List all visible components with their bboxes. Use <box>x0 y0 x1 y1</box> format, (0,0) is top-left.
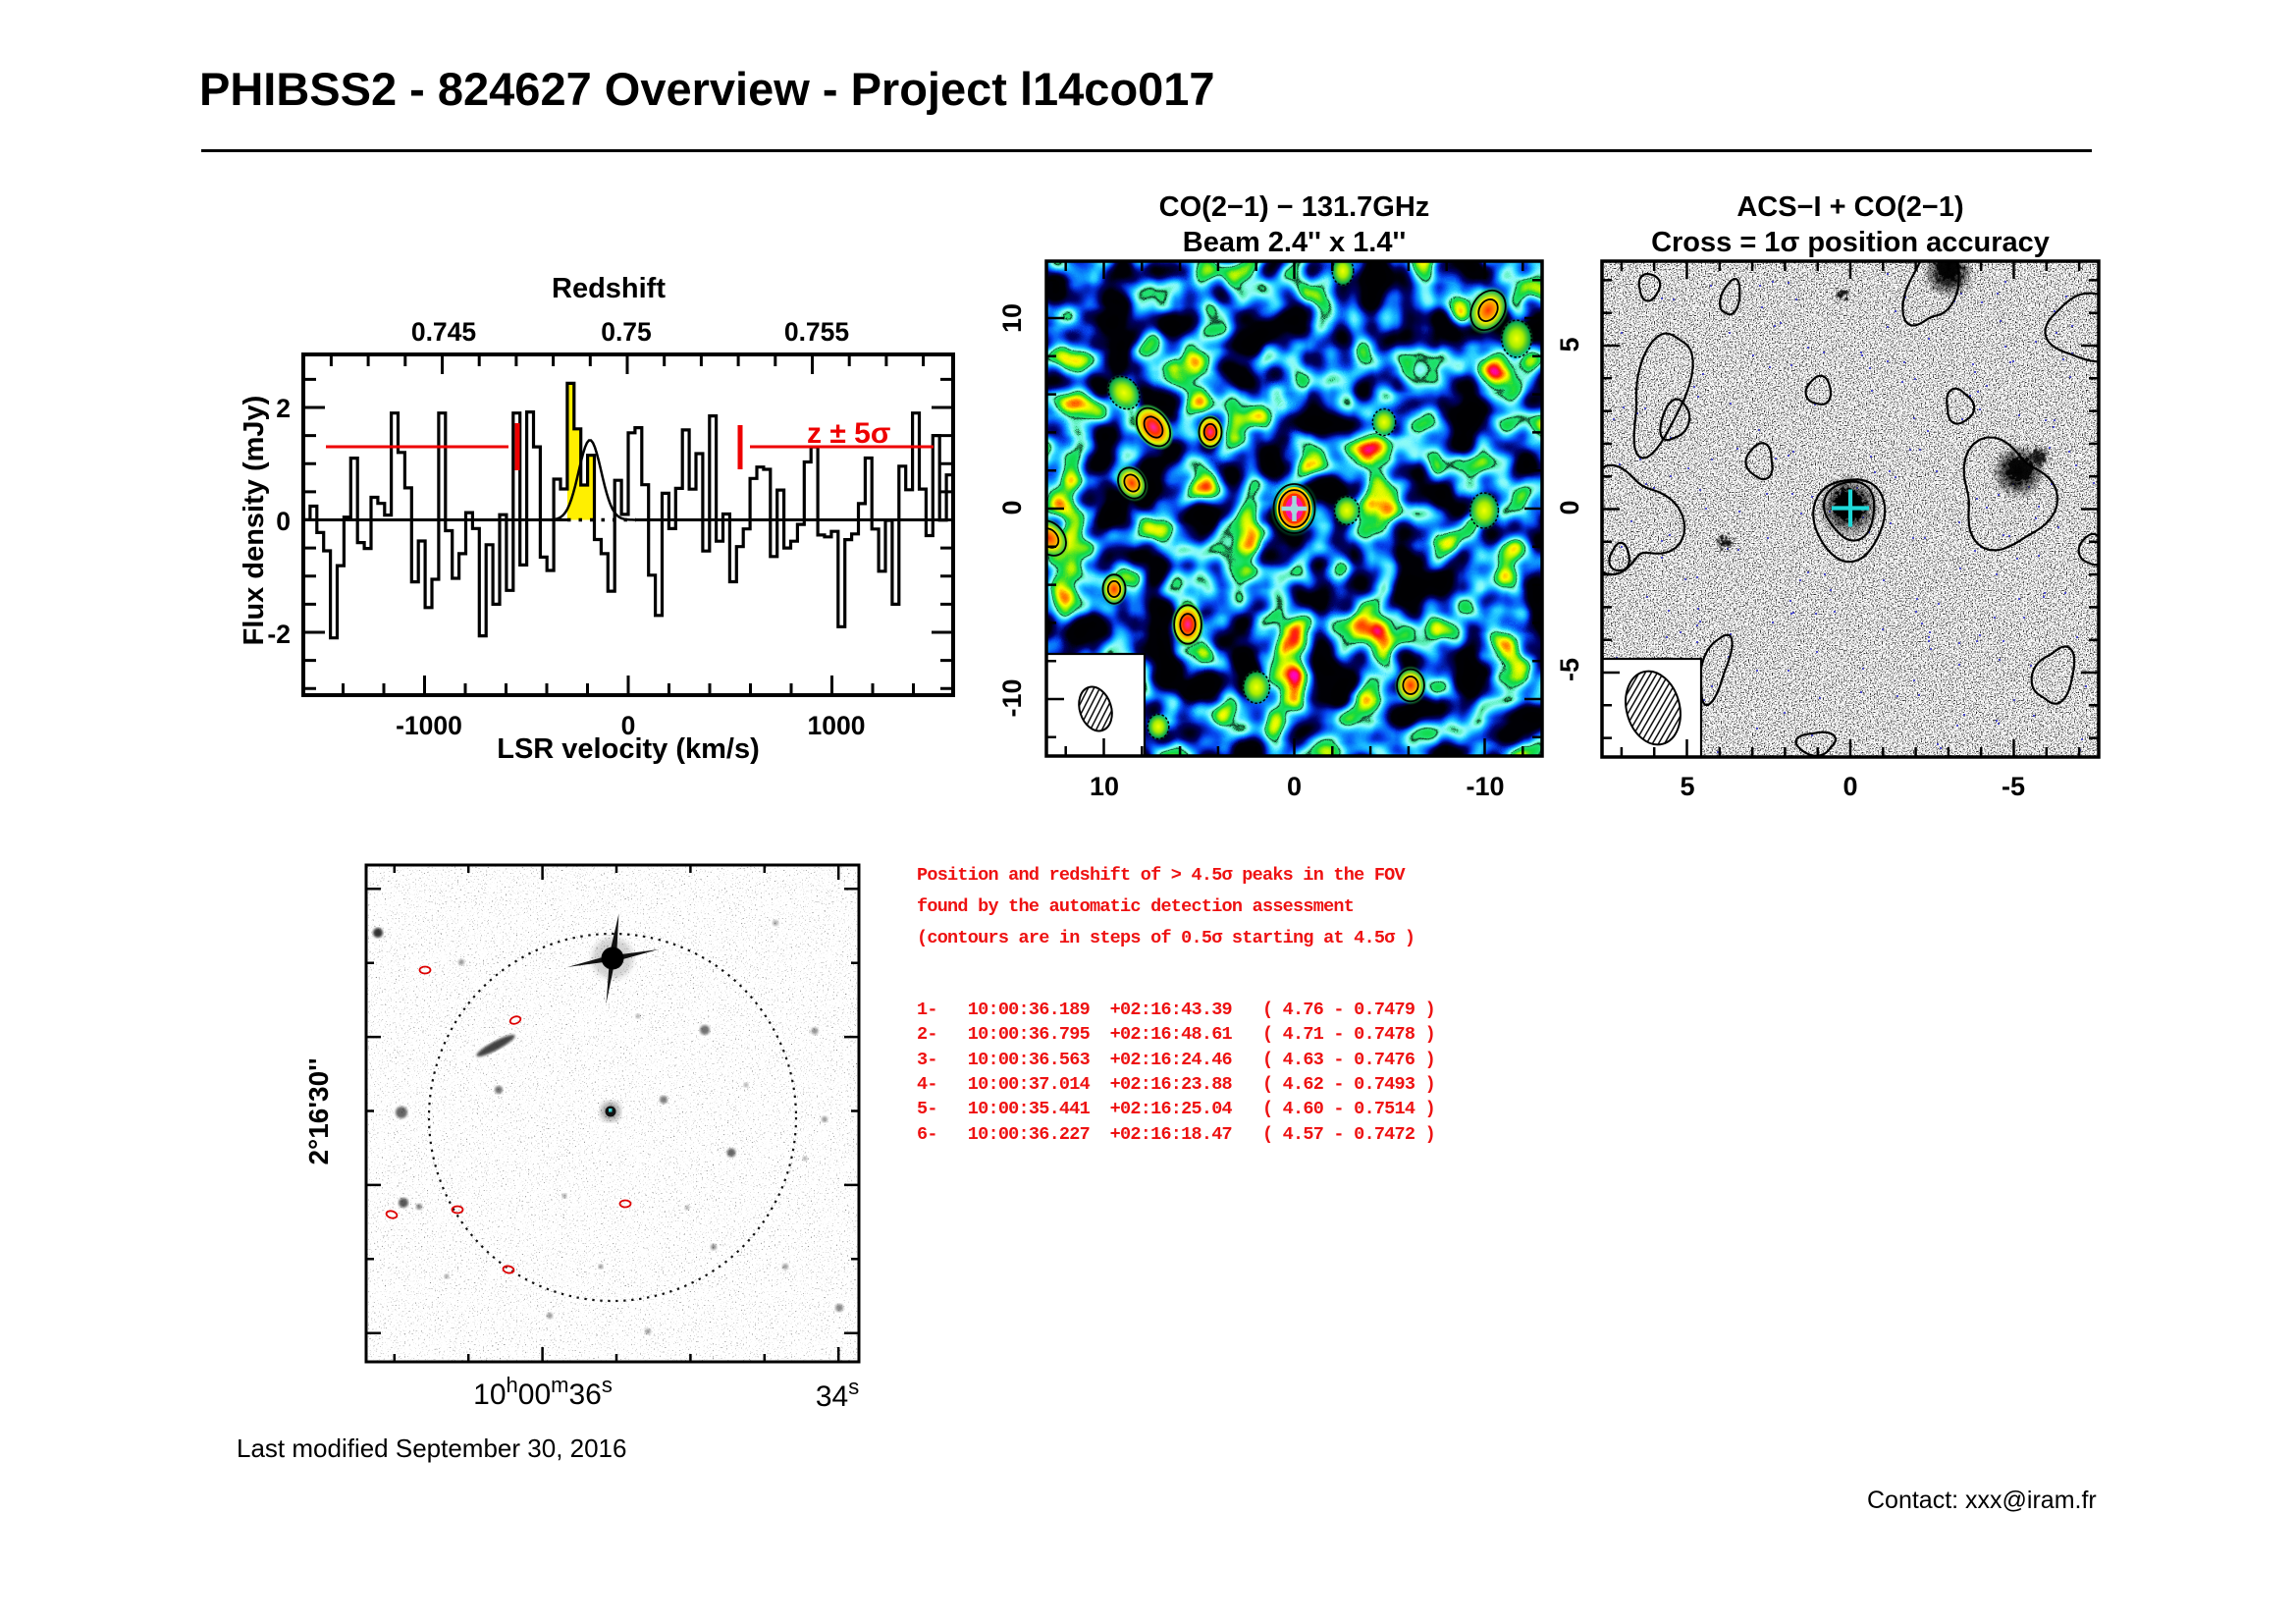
svg-text:3- 10:00:36.563 +02:16:24.4: 3- 10:00:36.563 +02:16:24.46 ( 4.63 - 0.… <box>917 1050 1435 1070</box>
svg-text:Redshift: Redshift <box>552 273 666 304</box>
svg-text:1- 10:00:36.189 +02:16:43.3: 1- 10:00:36.189 +02:16:43.39 ( 4.76 - 0.… <box>917 1000 1435 1020</box>
svg-text:2°16'30'': 2°16'30'' <box>303 1057 334 1164</box>
svg-text:Cross = 1σ position accuracy: Cross = 1σ position accuracy <box>1651 227 2050 258</box>
svg-text:LSR velocity (km/s): LSR velocity (km/s) <box>497 733 760 765</box>
svg-text:Contact: xxx@iram.fr: Contact: xxx@iram.fr <box>1867 1487 2097 1514</box>
svg-text:0.745: 0.745 <box>411 317 476 347</box>
svg-text:0.755: 0.755 <box>784 317 849 347</box>
svg-text:ACS−I + CO(2−1): ACS−I + CO(2−1) <box>1736 191 1963 223</box>
svg-text:-1000: -1000 <box>396 711 462 740</box>
svg-text:0: 0 <box>1842 772 1857 801</box>
svg-text:-5: -5 <box>2002 772 2025 801</box>
svg-text:z ± 5σ: z ± 5σ <box>807 417 890 450</box>
svg-text:5: 5 <box>1555 337 1584 352</box>
svg-text:6- 10:00:36.227 +02:16:18.4: 6- 10:00:36.227 +02:16:18.47 ( 4.57 - 0.… <box>917 1124 1435 1145</box>
svg-text:-10: -10 <box>1466 772 1504 801</box>
svg-text:10h00m36s: 10h00m36s <box>473 1373 613 1411</box>
svg-text:0: 0 <box>621 711 636 740</box>
svg-text:2- 10:00:36.795 +02:16:48.6: 2- 10:00:36.795 +02:16:48.61 ( 4.71 - 0.… <box>917 1024 1435 1045</box>
svg-text:0: 0 <box>997 500 1027 514</box>
svg-text:4- 10:00:37.014 +02:16:23.8: 4- 10:00:37.014 +02:16:23.88 ( 4.62 - 0.… <box>917 1074 1435 1095</box>
svg-text:Last modified September 30, 20: Last modified September 30, 2016 <box>237 1434 626 1463</box>
svg-text:CO(2−1) − 131.7GHz: CO(2−1) − 131.7GHz <box>1159 191 1430 223</box>
svg-text:5: 5 <box>1680 772 1694 801</box>
svg-text:10: 10 <box>997 303 1027 333</box>
svg-text:2: 2 <box>276 394 291 423</box>
svg-text:Beam 2.4'' x 1.4'': Beam 2.4'' x 1.4'' <box>1183 227 1407 258</box>
svg-text:1000: 1000 <box>808 711 866 740</box>
svg-text:0: 0 <box>276 507 291 536</box>
svg-text:34s: 34s <box>816 1375 859 1413</box>
svg-text:(contours are in steps of 0.5σ: (contours are in steps of 0.5σ starting … <box>917 928 1415 948</box>
svg-text:5- 10:00:35.441 +02:16:25.0: 5- 10:00:35.441 +02:16:25.04 ( 4.60 - 0.… <box>917 1099 1435 1119</box>
svg-text:0: 0 <box>1287 772 1302 801</box>
svg-text:-10: -10 <box>997 678 1027 717</box>
svg-text:-2: -2 <box>267 620 291 649</box>
svg-text:0.75: 0.75 <box>601 317 652 347</box>
svg-text:Position and redshift of > 4.5: Position and redshift of > 4.5σ peaks in… <box>917 865 1407 886</box>
svg-text:found by the automatic detecti: found by the automatic detection assessm… <box>917 896 1354 917</box>
svg-text:10: 10 <box>1090 772 1119 801</box>
svg-text:Flux density (mJy): Flux density (mJy) <box>239 396 270 646</box>
svg-text:0: 0 <box>1555 500 1584 514</box>
svg-text:-5: -5 <box>1555 658 1584 681</box>
svg-text:PHIBSS2 - 824627 Overview - Pr: PHIBSS2 - 824627 Overview - Project l14c… <box>199 63 1215 115</box>
